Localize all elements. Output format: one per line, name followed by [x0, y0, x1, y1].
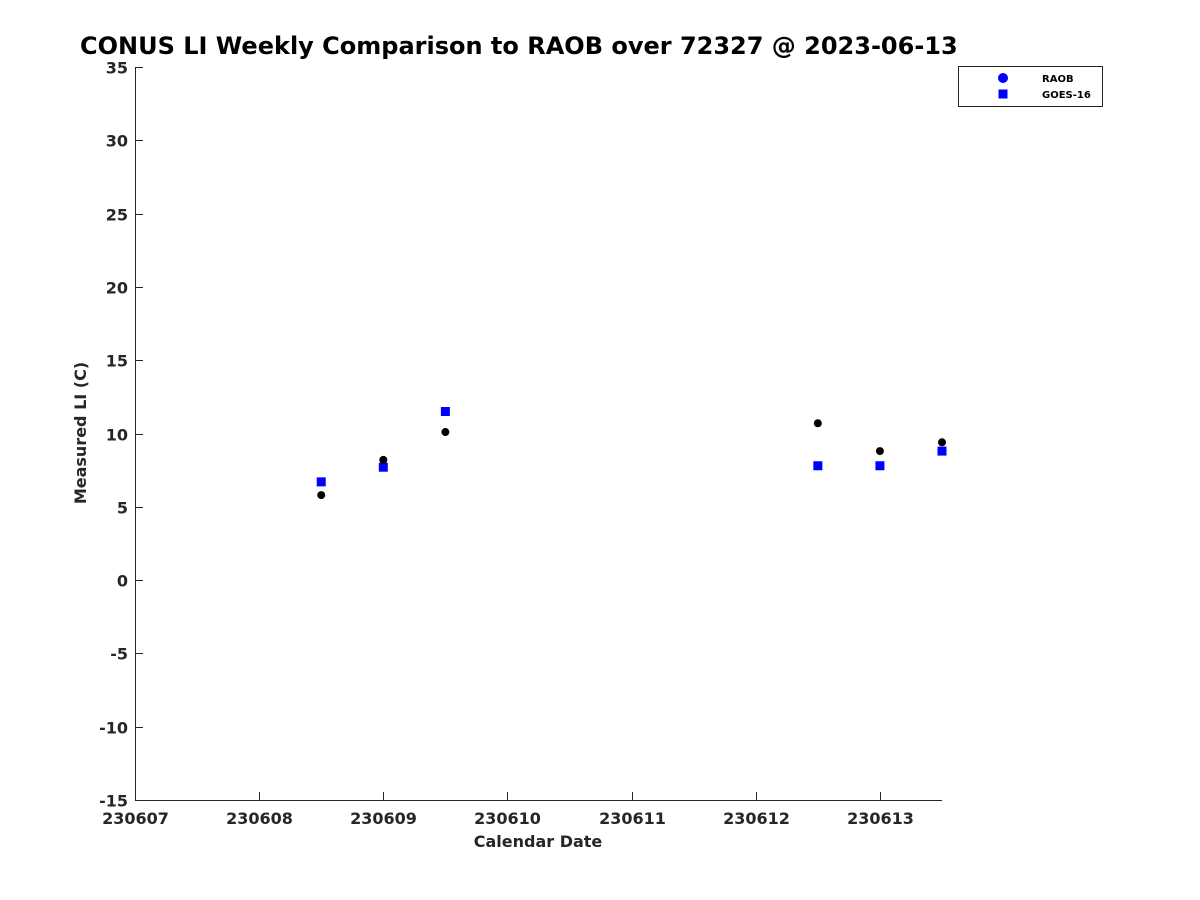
goes16-point	[937, 446, 947, 456]
raob-point	[813, 419, 822, 428]
raob-point	[379, 455, 388, 464]
legend-raob-marker	[998, 73, 1008, 83]
legend-box	[958, 66, 1103, 107]
goes16-point	[813, 461, 823, 471]
raob-point	[875, 447, 884, 456]
legend: RAOB GOES-16	[958, 66, 1103, 107]
y-tick-label: -15	[99, 792, 128, 811]
series-raob	[317, 419, 946, 500]
x-tick-label: 230608	[226, 809, 293, 828]
y-axis-ticks: 35 30 25 20 15 10 5 0 -5 -10 -15	[99, 59, 143, 811]
series-goes-16	[316, 407, 947, 487]
y-tick-label: 10	[106, 426, 128, 445]
y-tick-label: 20	[106, 279, 128, 298]
goes16-point	[440, 407, 450, 417]
y-tick-label: 5	[117, 499, 128, 518]
goes16-point	[875, 461, 885, 471]
y-tick-label: 15	[106, 352, 128, 371]
y-tick-label: 25	[106, 206, 128, 225]
raob-point	[317, 491, 326, 500]
y-tick-label: 30	[106, 132, 128, 151]
y-tick-label: -5	[110, 645, 128, 664]
legend-goes-marker	[998, 89, 1008, 99]
data-series	[316, 407, 947, 500]
legend-goes-label: GOES-16	[1042, 90, 1091, 101]
x-tick-label: 230613	[847, 809, 914, 828]
legend-raob-label: RAOB	[1042, 74, 1074, 85]
x-axis-ticks: 230607 230608 230609 230610 230611 230612 2306…	[102, 792, 914, 828]
y-tick-label: 35	[106, 59, 128, 78]
axes	[135, 67, 942, 801]
raob-point	[938, 438, 946, 447]
x-tick-label: 230610	[474, 809, 541, 828]
x-tick-label: 230609	[350, 809, 417, 828]
goes16-point	[378, 462, 388, 472]
x-tick-label: 230612	[723, 809, 790, 828]
goes16-point	[316, 477, 326, 487]
y-tick-label: 0	[117, 572, 128, 591]
x-tick-label: 230607	[102, 809, 169, 828]
y-axis-label: Measured LI (C)	[71, 362, 90, 504]
x-tick-label: 230611	[599, 809, 666, 828]
chart-title: CONUS LI Weekly Comparison to RAOB over …	[80, 32, 958, 60]
x-axis-label: Calendar Date	[474, 832, 603, 851]
raob-point	[441, 428, 450, 437]
y-tick-label: -10	[99, 719, 128, 738]
